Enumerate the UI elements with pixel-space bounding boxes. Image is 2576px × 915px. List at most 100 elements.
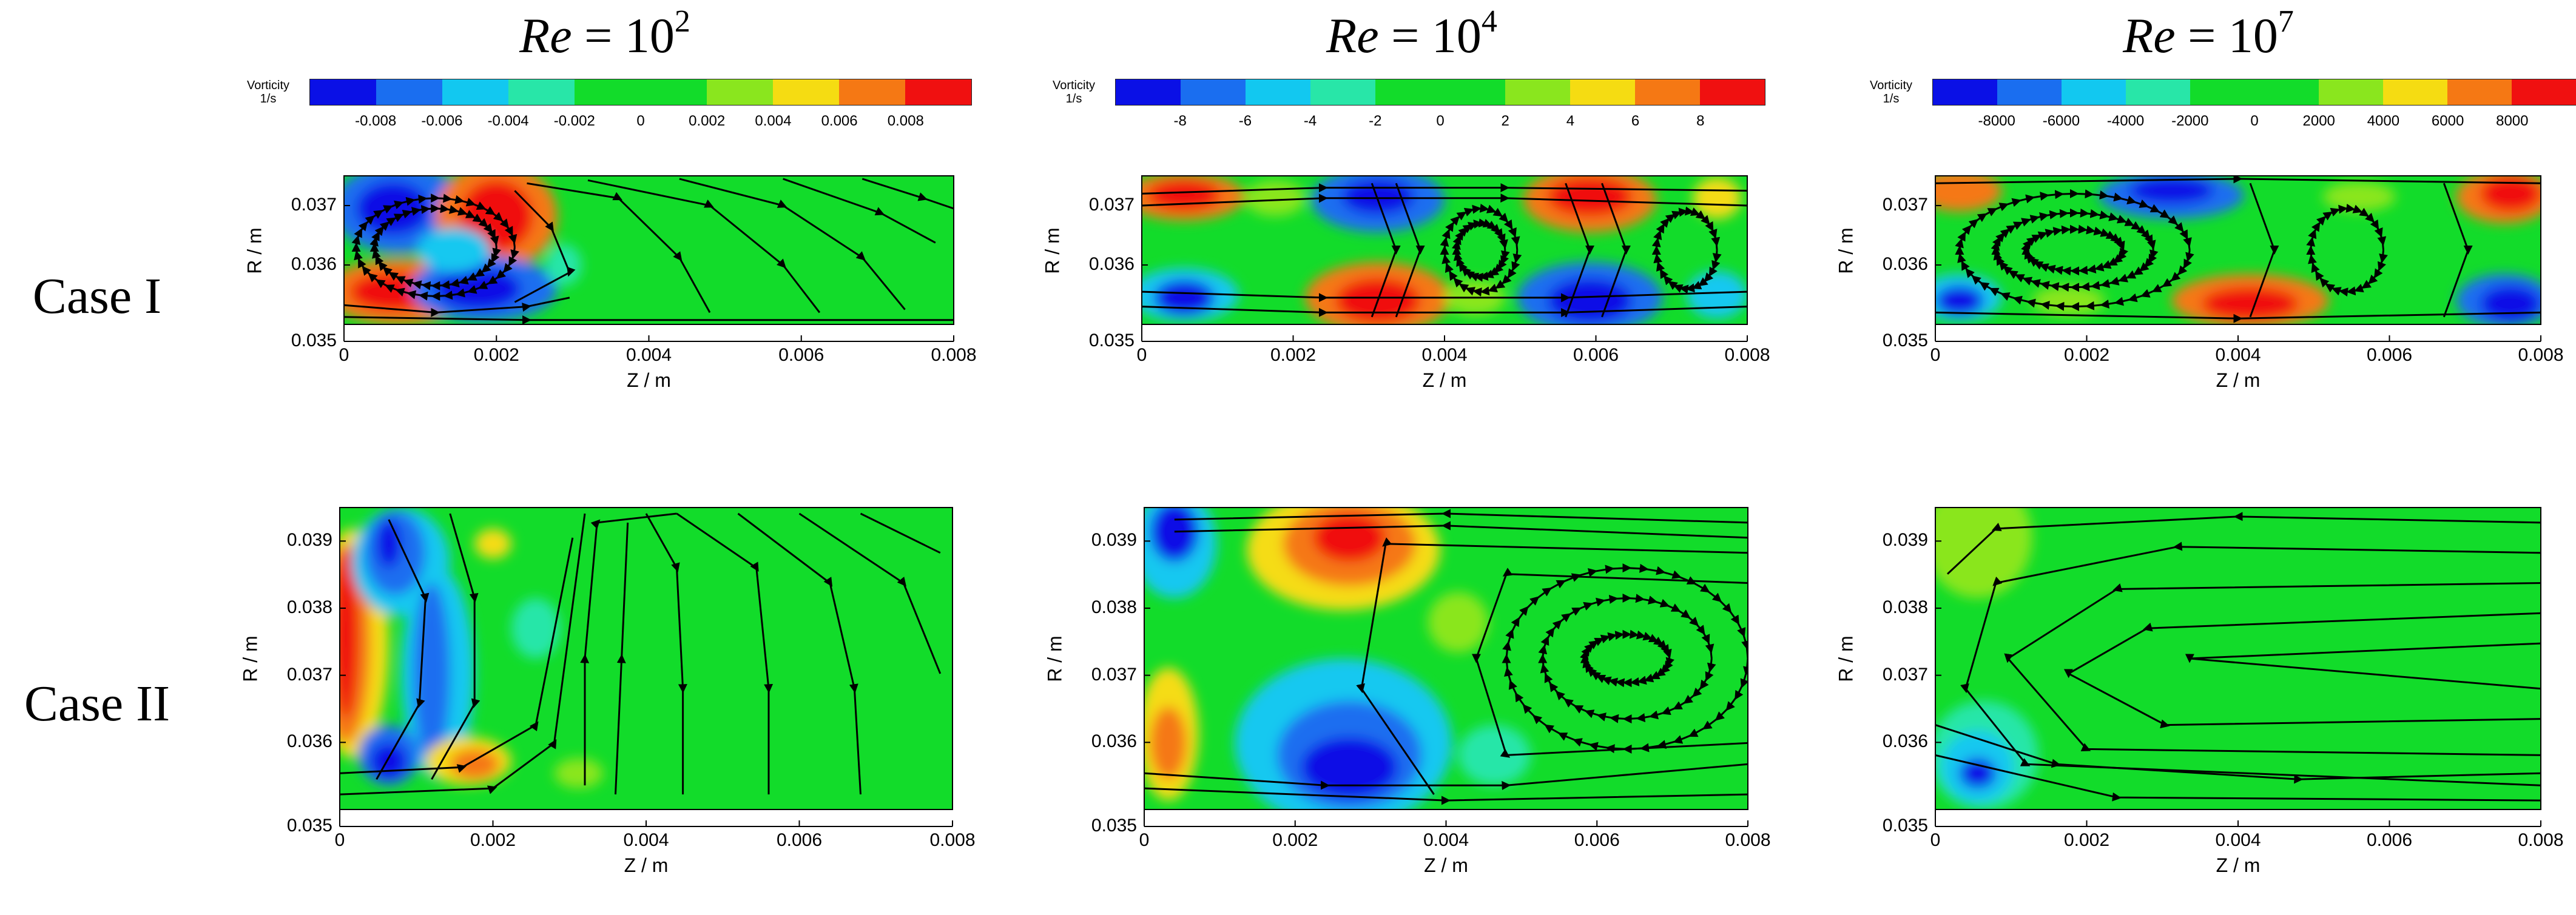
streamline xyxy=(2306,203,2388,297)
re-equals: = 10 xyxy=(1378,8,1482,63)
colorbar-swatch xyxy=(1246,79,1310,105)
colorbar-title-line2: 1/s xyxy=(1065,92,1082,106)
y-axis-label: R / m xyxy=(1041,227,1064,274)
vorticity-plot: 0 0.002 0.004 0.006 0.008 0.035 0.036 0.037 0.03… xyxy=(1835,507,2564,876)
streamline xyxy=(376,519,430,780)
colorbar-tick-label: 0 xyxy=(2250,113,2259,129)
streamline xyxy=(1935,311,2541,323)
x-tick-label: 0.004 xyxy=(1423,830,1469,850)
colorbar-tick-label: 6 xyxy=(1631,113,1640,129)
streamlines xyxy=(1144,509,1748,805)
y-tick-label: 0.037 xyxy=(1088,195,1135,215)
vorticity-region xyxy=(413,583,450,765)
colorbar-swatch xyxy=(1505,79,1570,105)
colorbar-title-line1: Vorticity xyxy=(1869,79,1913,92)
x-tick-label: 0.006 xyxy=(2366,830,2413,850)
streamline xyxy=(340,513,586,796)
streamline xyxy=(1580,629,1674,688)
colorbar-swatch xyxy=(2126,79,2190,105)
colorbar-swatch xyxy=(1997,79,2062,105)
streamline xyxy=(861,178,954,210)
streamline xyxy=(587,179,821,313)
x-tick-label: 0.002 xyxy=(473,345,519,365)
re-symbol: Re xyxy=(519,8,572,63)
streamline xyxy=(798,512,942,674)
colorbar-swatch xyxy=(1310,79,1375,105)
plot-canvas xyxy=(343,175,954,342)
vorticity-region xyxy=(1244,180,1306,216)
streamline xyxy=(514,190,576,303)
vorticity-region xyxy=(1547,278,1633,323)
y-tick-label: 0.037 xyxy=(1882,664,1928,685)
colorbar-swatch xyxy=(2383,79,2447,105)
colorbar-tick-label: -8000 xyxy=(1978,113,2015,129)
colorbar-swatch xyxy=(1375,79,1440,105)
vorticity-region xyxy=(511,598,561,659)
colorbar xyxy=(1115,79,1765,106)
y-tick-label: 0.035 xyxy=(291,330,337,350)
plot-canvas xyxy=(339,507,953,827)
colorbar-tick-label: 6000 xyxy=(2431,113,2464,129)
contour-field xyxy=(344,176,954,324)
row-label-case-2: Case II xyxy=(24,675,170,732)
contour-field xyxy=(1142,176,1747,324)
streamline xyxy=(431,513,480,780)
streamline xyxy=(615,522,629,795)
streamlines xyxy=(344,178,954,324)
colorbar-swatch xyxy=(2447,79,2512,105)
colorbar-swatch xyxy=(2190,79,2254,105)
colorbar-swatch xyxy=(1570,79,1635,105)
colorbar-tick-label: 4 xyxy=(1566,113,1575,129)
streamline xyxy=(2021,224,2128,276)
vorticity-region xyxy=(370,743,408,780)
streamline xyxy=(344,315,954,324)
y-tick-label: 0.039 xyxy=(1882,530,1928,551)
colorbar-swatch xyxy=(707,79,773,105)
streamline xyxy=(1935,724,2541,784)
x-tick-label: 0.008 xyxy=(2518,345,2564,365)
colorbar-title-line1: Vorticity xyxy=(1052,79,1096,92)
colorbar-tick-label: 0 xyxy=(636,113,645,129)
contour-field xyxy=(1935,508,2541,809)
colorbar-title-line2: 1/s xyxy=(260,92,277,106)
colorbar-title: Vorticity 1/s xyxy=(1855,79,1927,106)
y-tick-label: 0.035 xyxy=(1882,816,1928,836)
streamline xyxy=(679,178,906,310)
streamline xyxy=(1356,537,1748,795)
x-tick-label: 0.006 xyxy=(778,345,824,365)
x-tick-label: 0 xyxy=(1139,830,1150,850)
colorbar-swatch xyxy=(442,79,508,105)
x-tick-label: 0.002 xyxy=(1270,345,1317,365)
streamline xyxy=(1651,206,1722,294)
streamline xyxy=(645,513,687,795)
x-axis-label: Z / m xyxy=(2216,854,2261,876)
colorbar-title-line2: 1/s xyxy=(1883,92,1900,106)
x-tick-label: 0.008 xyxy=(929,830,976,850)
re-exponent: 7 xyxy=(2278,4,2294,39)
y-axis-label: R / m xyxy=(243,227,266,274)
colorbar-tick-label: 8 xyxy=(1696,113,1705,129)
colorbar-title: Vorticity 1/s xyxy=(232,79,305,106)
y-tick-label: 0.037 xyxy=(291,195,337,215)
y-tick-label: 0.037 xyxy=(286,664,332,685)
colorbar-title: Vorticity 1/s xyxy=(1037,79,1110,106)
streamline xyxy=(1142,306,1747,318)
y-tick-label: 0.035 xyxy=(1882,330,1928,350)
y-axis-label: R / m xyxy=(1044,635,1066,682)
x-tick-label: 0.002 xyxy=(2063,830,2110,850)
vorticity-region xyxy=(1693,177,1742,220)
colorbar-tick-label: 0.002 xyxy=(689,113,726,129)
x-tick-label: 0.006 xyxy=(1573,345,1619,365)
colorbar-tick-label: -6000 xyxy=(2042,113,2080,129)
streamline xyxy=(369,204,502,290)
x-tick-label: 0.004 xyxy=(1421,345,1468,365)
vorticity-region xyxy=(1935,286,1984,316)
streamlines xyxy=(1935,512,2541,802)
vorticity-region xyxy=(1313,513,1386,562)
colorbar-ticks: -8 -6 -4 -2 0 2 4 6 8 xyxy=(1115,113,1765,131)
colorbar-tick-label: 0.004 xyxy=(755,113,792,129)
streamline xyxy=(2004,582,2541,756)
streamlines xyxy=(1935,176,2541,323)
y-tick-label: 0.036 xyxy=(1091,731,1137,752)
plot-canvas xyxy=(1144,507,1748,827)
